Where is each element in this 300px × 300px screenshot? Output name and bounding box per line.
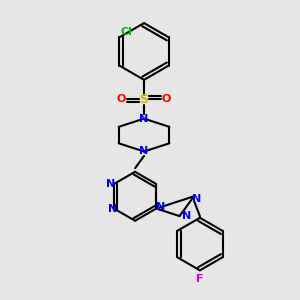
- Text: N: N: [106, 179, 116, 189]
- Text: F: F: [196, 274, 204, 284]
- Text: N: N: [108, 203, 117, 214]
- Text: S: S: [140, 93, 148, 106]
- Text: Cl: Cl: [121, 27, 133, 37]
- Text: N: N: [140, 114, 149, 124]
- Text: N: N: [156, 202, 165, 212]
- Text: O: O: [162, 94, 171, 104]
- Text: N: N: [140, 146, 149, 157]
- Text: N: N: [182, 211, 191, 221]
- Text: N: N: [192, 194, 202, 204]
- Text: O: O: [117, 94, 126, 104]
